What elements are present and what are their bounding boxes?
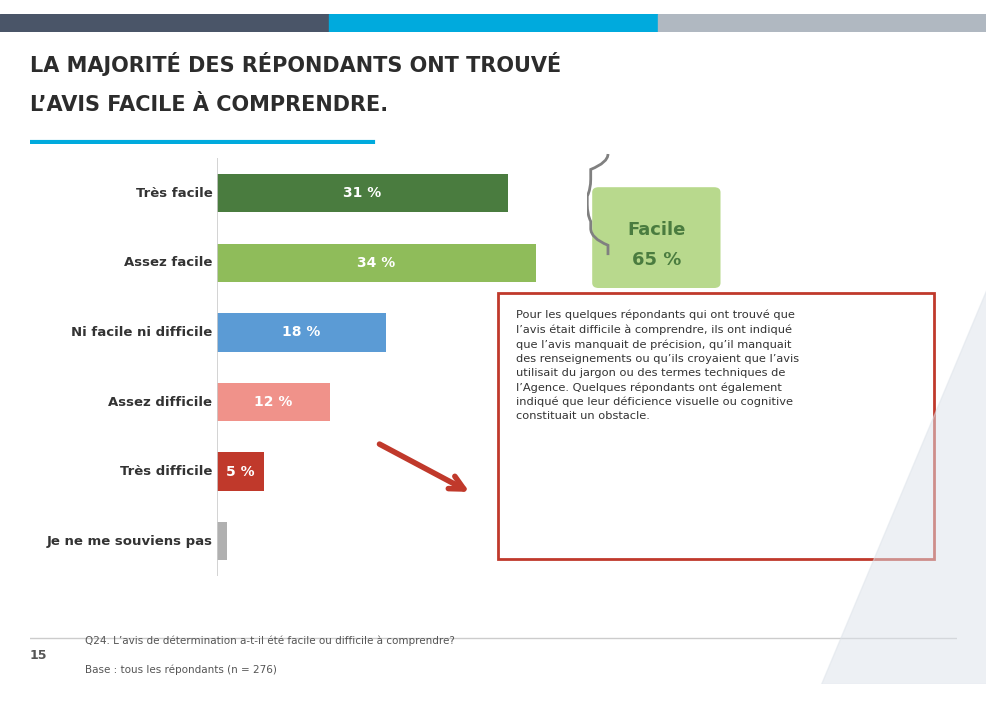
Text: Facile: Facile: [626, 220, 685, 238]
Bar: [217, 174, 507, 212]
Bar: [0, 14, 328, 32]
Bar: [217, 452, 264, 491]
FancyBboxPatch shape: [498, 294, 933, 559]
Text: Base : tous les répondants (n = 276): Base : tous les répondants (n = 276): [85, 665, 277, 675]
Text: Assez difficile: Assez difficile: [108, 395, 212, 408]
Text: 12 %: 12 %: [254, 395, 292, 409]
Text: Assez facile: Assez facile: [124, 256, 212, 269]
Bar: [217, 522, 226, 560]
Text: Je ne me souviens pas: Je ne me souviens pas: [46, 535, 212, 548]
Text: 5 %: 5 %: [226, 464, 254, 479]
Bar: [658, 14, 986, 32]
Text: 18 %: 18 %: [282, 325, 320, 339]
Bar: [328, 14, 658, 32]
Text: Très difficile: Très difficile: [120, 465, 212, 478]
Text: 31 %: 31 %: [343, 186, 382, 200]
Text: Très facile: Très facile: [135, 186, 212, 199]
Text: Ni facile ni difficile: Ni facile ni difficile: [71, 326, 212, 339]
Text: LA MAJORITÉ DES RÉPONDANTS ONT TROUVÉ: LA MAJORITÉ DES RÉPONDANTS ONT TROUVÉ: [30, 53, 560, 76]
Bar: [217, 243, 535, 282]
Text: 15: 15: [30, 649, 47, 662]
Text: L’AVIS FACILE À COMPRENDRE.: L’AVIS FACILE À COMPRENDRE.: [30, 95, 387, 115]
Polygon shape: [820, 288, 986, 684]
Bar: [217, 383, 329, 421]
Text: Pour les quelques répondants qui ont trouvé que
l’avis était difficile à compren: Pour les quelques répondants qui ont tro…: [516, 310, 799, 421]
Text: 65 %: 65 %: [631, 251, 680, 269]
Text: 34 %: 34 %: [357, 256, 395, 270]
Bar: [217, 313, 386, 351]
FancyBboxPatch shape: [592, 187, 720, 288]
Text: Q24. L’avis de détermination a-t-il été facile ou difficile à comprendre?: Q24. L’avis de détermination a-t-il été …: [85, 636, 455, 647]
